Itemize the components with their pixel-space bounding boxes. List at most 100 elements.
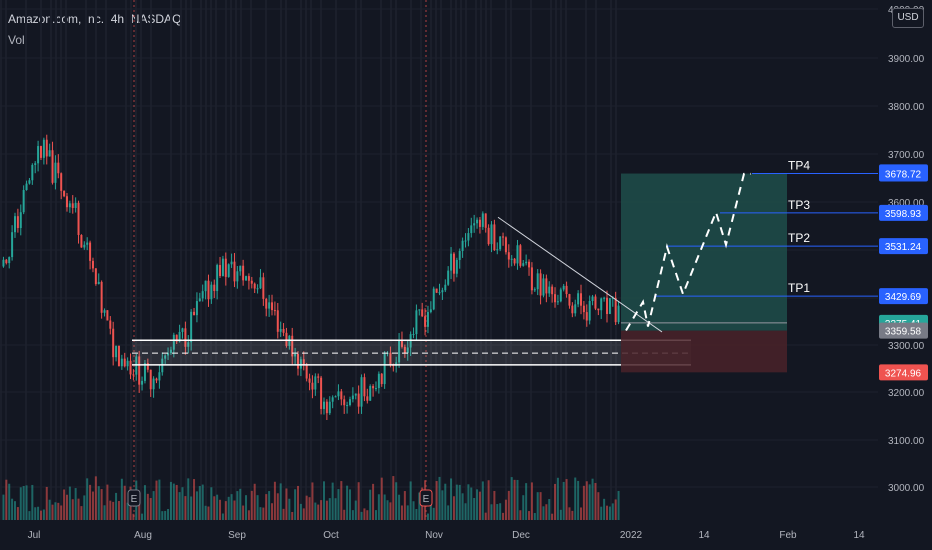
candle-body (450, 253, 453, 271)
volume-bar (11, 498, 14, 520)
x-tick-label: 14 (698, 530, 710, 541)
volume-bar (210, 487, 213, 520)
volume-bar (288, 498, 291, 520)
session-band (40, 0, 42, 520)
volume-bar (285, 488, 288, 520)
volume-bar (426, 513, 429, 520)
volume-bar (297, 485, 300, 520)
volume-bar (271, 503, 274, 520)
candle-body (291, 335, 294, 357)
session-band (335, 0, 337, 520)
volume-bar (536, 492, 539, 520)
session-band (475, 0, 477, 520)
candle-body (141, 380, 144, 385)
candle-body (346, 405, 349, 407)
volume-bar (458, 484, 461, 520)
candle-body (458, 251, 461, 260)
candle-body (551, 286, 554, 295)
volume-bar (224, 501, 227, 520)
candle-body (522, 263, 525, 266)
candle-body (233, 261, 236, 282)
session-band (485, 0, 487, 520)
session-band (85, 0, 87, 520)
session-band (360, 0, 362, 520)
volume-bar (2, 494, 5, 520)
candle-body (57, 162, 60, 174)
volume-bar (346, 485, 349, 520)
volume-bar (221, 513, 224, 520)
candle-body (103, 310, 106, 313)
currency-selector[interactable]: USD (892, 8, 924, 28)
candle-body (302, 359, 305, 365)
candle-body (591, 296, 594, 301)
candle-body (149, 369, 152, 390)
volume-bar (161, 511, 164, 520)
volume-bar (502, 512, 505, 520)
volume-bar (591, 478, 594, 520)
price-tag (879, 288, 928, 305)
x-tick-label: Oct (323, 530, 339, 541)
candle-body (100, 281, 103, 313)
y-tick-label: 3100.00 (888, 436, 925, 447)
volume-bar (207, 506, 210, 520)
volume-bar (198, 486, 201, 520)
candle-body (190, 311, 193, 343)
volume-bar (193, 479, 196, 520)
volume-bar (149, 498, 152, 520)
earnings-marker (127, 489, 141, 507)
candle-body (253, 283, 256, 289)
candle-body (507, 252, 510, 260)
candle-body (51, 150, 54, 183)
target-label: TP3 (788, 198, 810, 212)
candle-body (542, 278, 545, 296)
candle-body (487, 227, 490, 245)
volume-bar (374, 510, 377, 520)
candle-body (213, 284, 216, 292)
candle-body (478, 219, 481, 227)
candle-body (115, 345, 118, 358)
volume-bar (611, 503, 614, 520)
session-band (460, 0, 462, 520)
volume-bar (187, 478, 190, 520)
price-tag (879, 165, 928, 182)
candle-body (83, 244, 86, 248)
session-band (410, 0, 412, 520)
candle-body (406, 347, 409, 353)
volume-bar (490, 504, 493, 520)
candle-body (311, 382, 314, 390)
candle-body (178, 331, 181, 342)
volume-bar (478, 491, 481, 520)
candle-body (516, 245, 519, 264)
candle-body (360, 377, 363, 407)
candle-body (152, 378, 155, 390)
candle-body (97, 281, 100, 285)
candle-body (305, 364, 308, 379)
earnings-marker-label: E (423, 494, 430, 505)
volume-bar (415, 509, 418, 520)
session-band (510, 0, 512, 520)
candle-body (227, 264, 230, 277)
candle-body (8, 257, 11, 264)
candle-body (421, 309, 424, 317)
session-band (320, 0, 322, 520)
volume-bar (493, 490, 496, 520)
candle-body (571, 305, 574, 314)
volume-bar (392, 476, 395, 520)
volume-bar (291, 511, 294, 520)
candle-body (175, 334, 178, 342)
candle-body (617, 305, 620, 323)
candle-body (562, 285, 565, 290)
earnings-marker (419, 489, 433, 507)
volume-bar (395, 482, 398, 520)
candle-body (484, 213, 487, 228)
volume-bar (132, 513, 135, 520)
candle-body (80, 234, 83, 248)
session-band (480, 0, 482, 520)
candle-body (60, 173, 63, 191)
candle-body (580, 293, 583, 306)
volume-bar (143, 485, 146, 520)
volume-bar (239, 488, 242, 520)
session-band (50, 0, 52, 520)
candle-body (351, 395, 354, 400)
